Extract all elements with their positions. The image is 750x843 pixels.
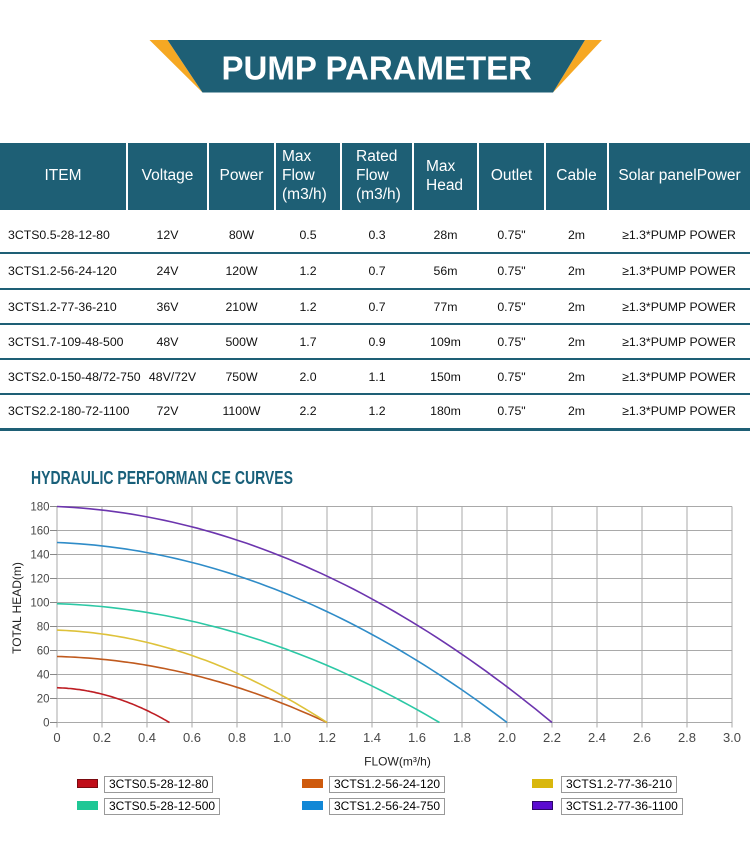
svg-text:2.6: 2.6	[633, 730, 651, 745]
svg-text:2.0: 2.0	[498, 730, 516, 745]
svg-text:2.2: 2.2	[543, 730, 561, 745]
svg-text:3.0: 3.0	[723, 730, 741, 745]
svg-text:140: 140	[30, 550, 49, 562]
svg-text:20: 20	[37, 694, 50, 706]
svg-text:1.8: 1.8	[453, 730, 471, 745]
svg-text:0.2: 0.2	[93, 730, 111, 745]
svg-text:100: 100	[30, 598, 49, 610]
svg-text:1.4: 1.4	[363, 730, 381, 745]
svg-text:TOTAL HEAD(m): TOTAL HEAD(m)	[10, 562, 24, 654]
svg-text:160: 160	[30, 526, 49, 538]
svg-text:40: 40	[37, 670, 50, 682]
svg-text:0.4: 0.4	[138, 730, 156, 745]
svg-text:FLOW(m³/h): FLOW(m³/h)	[364, 755, 431, 769]
svg-text:1.2: 1.2	[318, 730, 336, 745]
svg-text:2.8: 2.8	[678, 730, 696, 745]
svg-text:0.6: 0.6	[183, 730, 201, 745]
svg-text:80: 80	[37, 622, 50, 634]
svg-text:60: 60	[37, 646, 50, 658]
svg-text:120: 120	[30, 574, 49, 586]
svg-text:1.0: 1.0	[273, 730, 291, 745]
svg-text:0: 0	[53, 730, 60, 745]
svg-text:0.8: 0.8	[228, 730, 246, 745]
svg-text:0: 0	[43, 718, 49, 730]
svg-text:1.6: 1.6	[408, 730, 426, 745]
svg-text:2.4: 2.4	[588, 730, 606, 745]
svg-text:PUMP PARAMETER: PUMP PARAMETER	[222, 50, 533, 87]
svg-text:180: 180	[30, 502, 49, 514]
